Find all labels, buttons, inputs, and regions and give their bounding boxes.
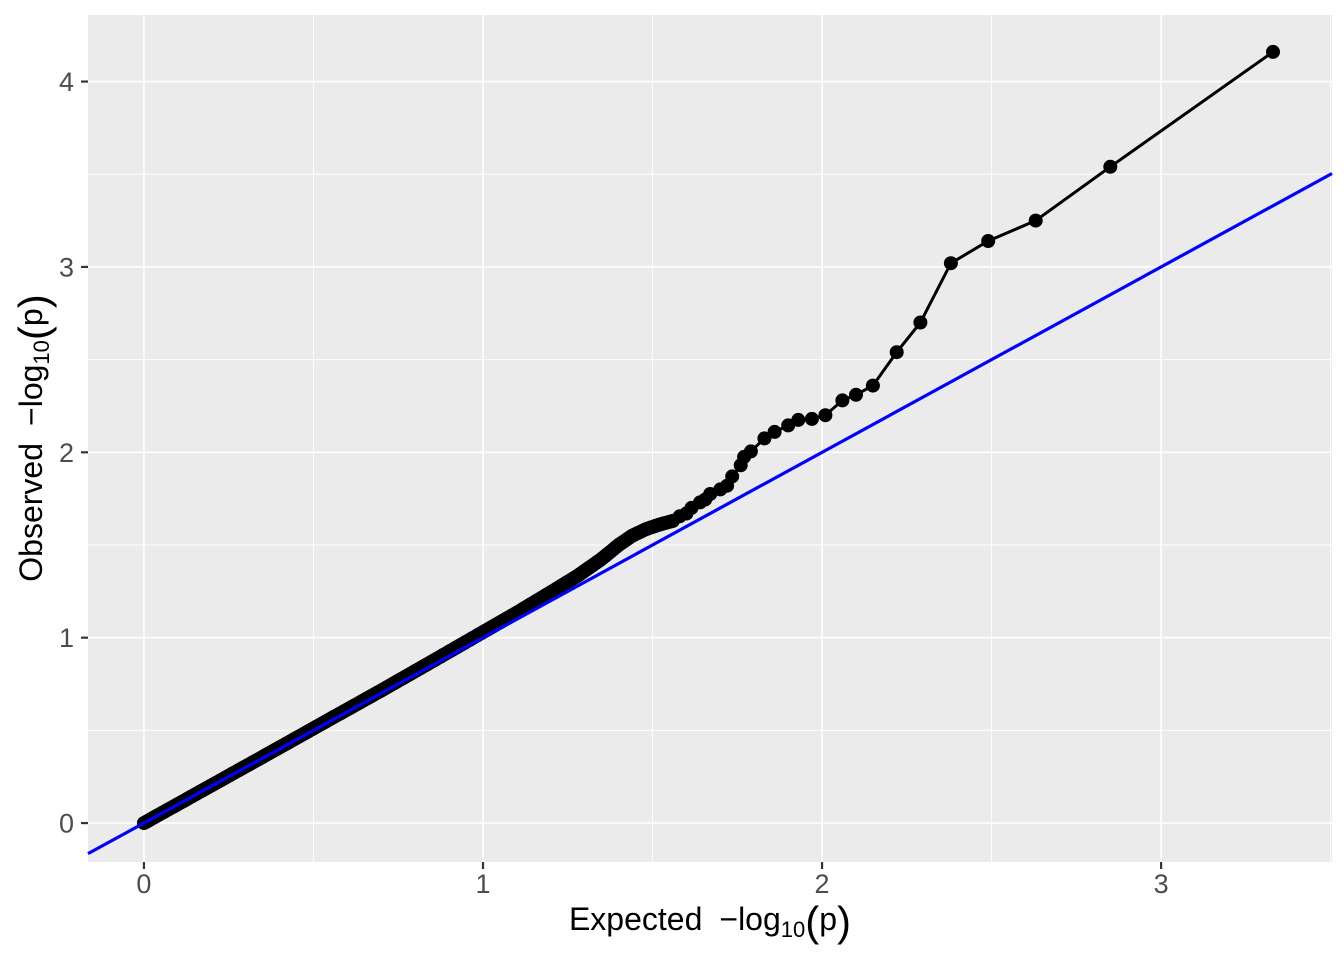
data-point (818, 408, 833, 423)
data-point (849, 387, 863, 402)
x-title-minus-log: −log (719, 901, 781, 937)
x-title-arg: p (819, 901, 838, 937)
data-point (757, 431, 772, 446)
y-tick-label: 1 (59, 623, 74, 653)
x-title-word: Expected (568, 901, 703, 937)
data-point (981, 234, 996, 248)
y-tick-label: 2 (59, 438, 74, 468)
data-point (865, 378, 880, 393)
x-title-close-paren: ) (837, 898, 852, 945)
y-title-close-paren: ) (10, 294, 57, 309)
data-point (1103, 159, 1118, 174)
y-tick-label: 0 (59, 809, 74, 839)
x-title-open-paren: ( (805, 898, 820, 945)
data-point (943, 256, 958, 271)
data-point (913, 315, 928, 330)
y-title-word: Observed (13, 442, 49, 582)
y-title-subscript: 10 (29, 340, 54, 365)
data-point (889, 345, 904, 360)
y-tick-label: 4 (59, 67, 74, 97)
upper-tail-points (672, 44, 1280, 524)
x-tick-label: 1 (475, 869, 490, 899)
data-point (1028, 213, 1043, 228)
data-point (743, 444, 758, 459)
x-tick-label: 2 (815, 869, 830, 899)
y-title-open-paren: ( (10, 326, 57, 341)
y-title-arg: p (13, 308, 49, 327)
data-point (767, 424, 782, 439)
data-point (725, 469, 740, 484)
x-tick-label: 0 (136, 869, 151, 899)
x-tick-label: 3 (1154, 869, 1169, 899)
data-point (835, 393, 850, 408)
data-point (791, 412, 806, 427)
data-point (804, 411, 819, 426)
data-point (1266, 44, 1280, 59)
x-title-subscript: 10 (780, 917, 806, 942)
y-axis-title: Observed −log10(p) (10, 294, 58, 581)
identity-reference-line (87, 172, 1333, 856)
y-title-minus-log: −log (13, 364, 49, 426)
y-tick-label: 3 (59, 252, 74, 282)
x-axis-title: Expected −log10(p) (88, 898, 1332, 946)
